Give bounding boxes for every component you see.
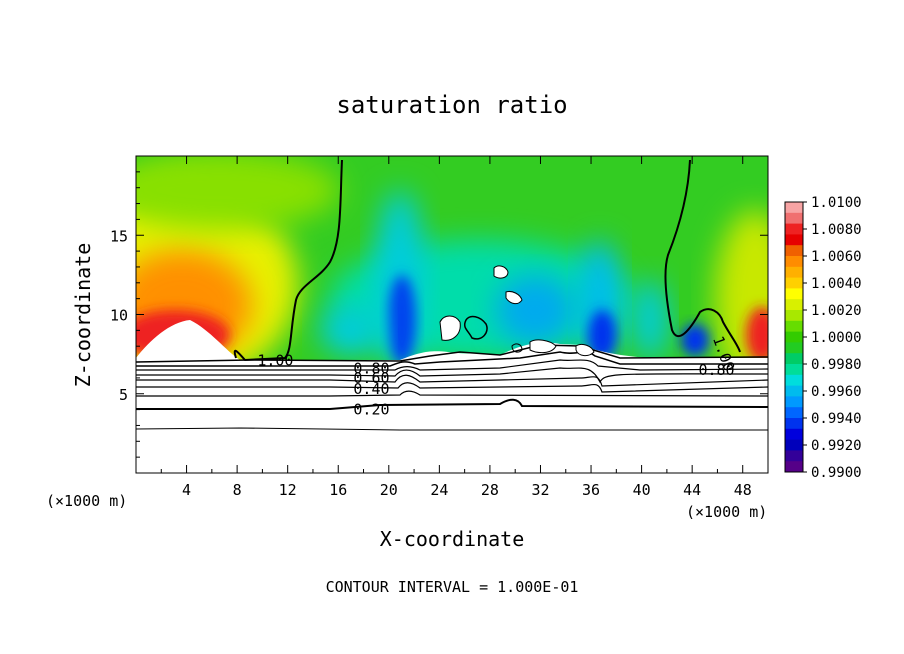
chart-title: saturation ratio bbox=[336, 91, 567, 119]
y-tick-label: 5 bbox=[119, 386, 128, 404]
colorbar-swatch bbox=[785, 396, 803, 408]
contour-1.00-left bbox=[233, 159, 343, 362]
field-blue-col2 bbox=[588, 310, 616, 360]
colorbar-swatch bbox=[785, 266, 803, 279]
colorbar-swatch bbox=[785, 353, 803, 365]
contour-label: 0.80 bbox=[353, 359, 389, 377]
cloud-cell-1 bbox=[493, 265, 509, 279]
colorbar-swatch bbox=[785, 342, 803, 354]
colorbar-swatch bbox=[785, 277, 803, 289]
x-tick-label: 40 bbox=[633, 481, 651, 499]
colorbar-swatch bbox=[785, 331, 803, 343]
contour-lines bbox=[136, 159, 768, 431]
colorbar-label: 1.0000 bbox=[811, 330, 862, 346]
field-blue-col1 bbox=[388, 275, 416, 365]
y-axis: 5 10 15 bbox=[110, 171, 768, 458]
colorbar-label: 0.9900 bbox=[811, 465, 862, 481]
y-axis-label: Z-coordinate bbox=[71, 243, 95, 388]
contour-0.10 bbox=[136, 427, 768, 431]
plot-area: 1.00 0.800.600.400.200.801.00 bbox=[136, 156, 768, 473]
contour-label: 0.40 bbox=[353, 380, 389, 398]
contour-label: 0.20 bbox=[353, 401, 389, 419]
field-red-right bbox=[746, 307, 768, 363]
x-tick-label: 12 bbox=[279, 481, 297, 499]
colorbar-label: 0.9920 bbox=[811, 438, 862, 454]
x-tick-label: 28 bbox=[481, 481, 499, 499]
contour-labels: 1.00 0.800.600.400.200.801.00 bbox=[257, 334, 738, 419]
cloud-cell-2 bbox=[505, 291, 523, 305]
colorbar-swatch bbox=[785, 299, 803, 311]
x-tick-label: 20 bbox=[380, 481, 398, 499]
contour-interval-note: CONTOUR INTERVAL = 1.000E-01 bbox=[326, 578, 579, 596]
y-tick-label: 10 bbox=[110, 307, 128, 325]
colorbar-label: 1.0020 bbox=[811, 303, 862, 319]
colorbar-label: 1.0100 bbox=[811, 195, 862, 211]
colorbar-swatch bbox=[785, 428, 803, 441]
contour-1.00-right bbox=[664, 159, 741, 353]
colorbar-swatch bbox=[785, 450, 803, 462]
contour-0.50 bbox=[136, 374, 768, 387]
x-tick-label: 32 bbox=[531, 481, 549, 499]
field-cyan-col4 bbox=[632, 280, 668, 360]
cloud-cells bbox=[439, 265, 595, 357]
field-cyan-col5 bbox=[320, 305, 380, 355]
x-unit-right: (×1000 m) bbox=[686, 503, 767, 521]
colorbar-swatch bbox=[785, 364, 803, 376]
cloud-cell-7 bbox=[511, 343, 523, 353]
field-lime-top bbox=[136, 156, 340, 230]
x-axis: 4 8 12 16 20 24 28 32 36 40 44 48 bbox=[160, 156, 752, 499]
y-tick-label: 15 bbox=[110, 227, 128, 245]
colorbar-label: 1.0060 bbox=[811, 249, 862, 265]
colorbar-swatch bbox=[785, 212, 803, 225]
x-tick-label: 4 bbox=[182, 481, 191, 499]
colorbar-label: 0.9940 bbox=[811, 411, 862, 427]
cloud-cell-5 bbox=[529, 339, 557, 354]
x-tick-label: 24 bbox=[430, 481, 448, 499]
contour-0.30 bbox=[136, 390, 768, 397]
contour-label: 1.00 bbox=[257, 351, 293, 369]
cloud-cell-4 bbox=[463, 315, 488, 340]
saturation-field bbox=[136, 156, 768, 390]
colorbar-swatch bbox=[785, 439, 803, 451]
colorbar-swatch bbox=[785, 288, 803, 300]
colorbar-swatch bbox=[785, 310, 803, 322]
contour-0.40 bbox=[136, 382, 768, 393]
x-unit-left: (×1000 m) bbox=[46, 492, 127, 510]
colorbar-label: 0.9960 bbox=[811, 384, 862, 400]
colorbar-swatch bbox=[785, 234, 803, 246]
colorbar-label: 1.0080 bbox=[811, 222, 862, 238]
contour-label: 0.60 bbox=[353, 369, 389, 387]
colorbar-swatch bbox=[785, 374, 803, 387]
contour-0.80b bbox=[136, 359, 768, 371]
colorbar-swatch bbox=[785, 245, 803, 257]
colorbar-swatch bbox=[785, 407, 803, 419]
colorbar: 1.0100 1.0080 1.0060 1.0040 1.0020 1.0000 0.99… bbox=[784, 195, 862, 481]
colorbar-swatch bbox=[785, 256, 803, 268]
colorbar-swatch bbox=[785, 385, 803, 397]
cloud-cell-6 bbox=[575, 343, 595, 357]
colorbar-swatch bbox=[785, 320, 803, 333]
unsaturated-lower-region bbox=[136, 320, 768, 473]
cloud-cell-3 bbox=[439, 315, 461, 341]
x-tick-label: 36 bbox=[582, 481, 600, 499]
colorbar-label: 1.0040 bbox=[811, 276, 862, 292]
field-blue-col4 bbox=[681, 324, 709, 356]
contour-1.00-base bbox=[136, 344, 768, 363]
field-cyan-col3 bbox=[495, 275, 575, 345]
colorbar-label: 0.9980 bbox=[811, 357, 862, 373]
colorbar-swatch bbox=[785, 202, 803, 214]
colorbar-swatch bbox=[785, 223, 803, 235]
x-tick-label: 48 bbox=[734, 481, 752, 499]
x-axis-label: X-coordinate bbox=[380, 527, 525, 551]
contour-0.60 bbox=[136, 367, 768, 384]
contour-label: 0.80 bbox=[698, 361, 734, 379]
colorbar-swatch bbox=[785, 418, 803, 430]
x-tick-label: 16 bbox=[329, 481, 347, 499]
x-tick-label: 44 bbox=[683, 481, 701, 499]
contour-0.20 bbox=[136, 398, 768, 410]
colorbar-swatch bbox=[785, 461, 803, 473]
x-tick-label: 8 bbox=[233, 481, 242, 499]
